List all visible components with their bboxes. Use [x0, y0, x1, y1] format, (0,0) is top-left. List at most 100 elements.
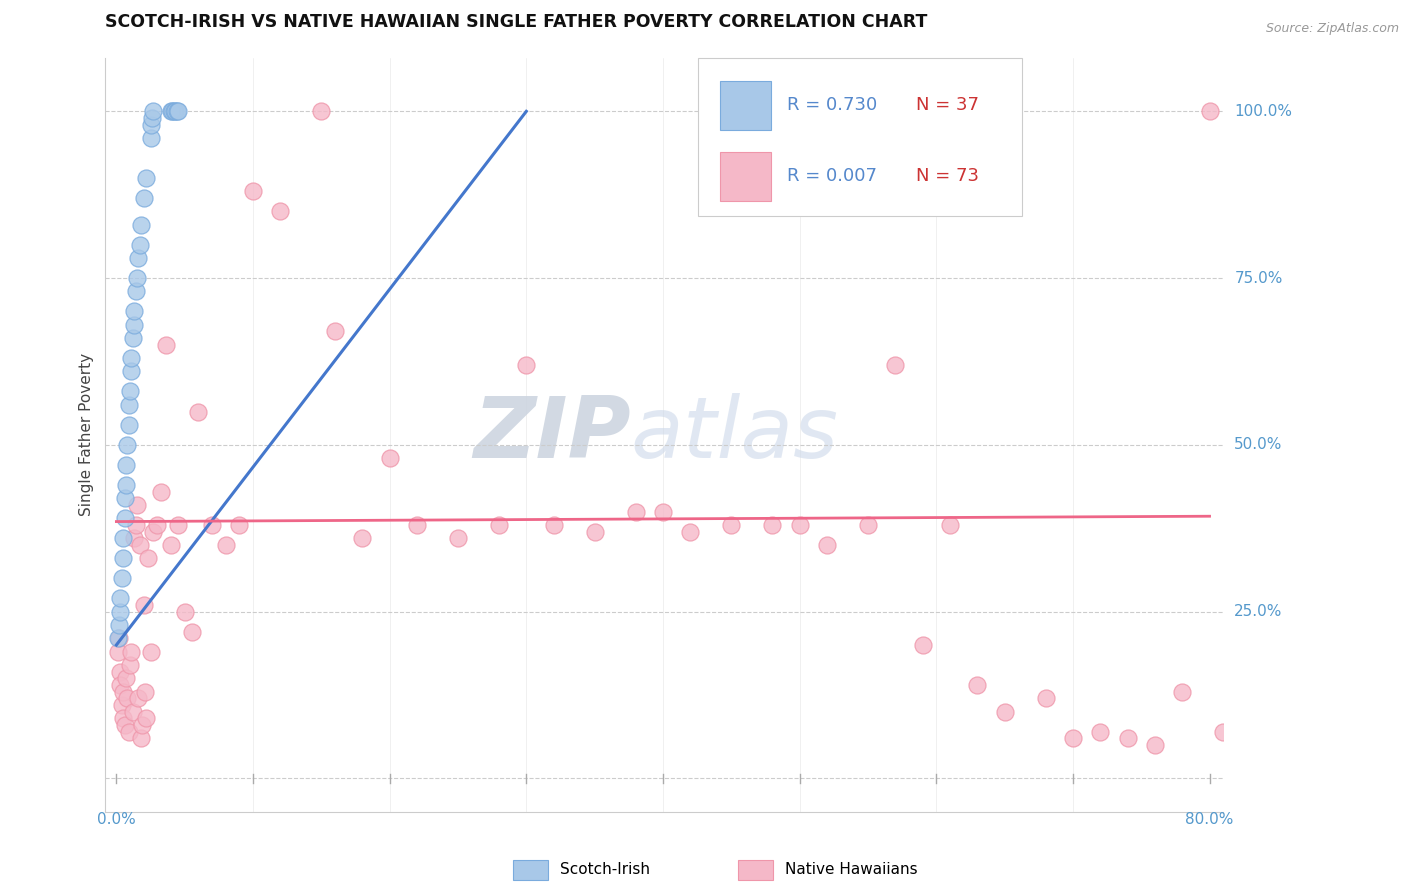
Point — [136, 551, 159, 566]
FancyBboxPatch shape — [697, 58, 1022, 216]
Point — [129, 731, 152, 746]
Point — [215, 538, 238, 552]
Point — [128, 538, 150, 552]
Point — [1171, 684, 1194, 698]
Point — [146, 517, 169, 532]
Point — [115, 478, 138, 492]
Point — [162, 104, 184, 119]
Point — [1143, 738, 1166, 752]
Point — [107, 645, 129, 659]
Point — [111, 571, 134, 585]
Point — [110, 665, 132, 679]
Point — [115, 671, 138, 685]
Point — [323, 325, 346, 339]
Text: R = 0.007: R = 0.007 — [787, 168, 877, 186]
Point — [118, 417, 141, 432]
Point — [165, 104, 187, 119]
Point — [187, 404, 209, 418]
Point — [121, 331, 143, 345]
Point — [118, 398, 141, 412]
Point — [118, 724, 141, 739]
Point — [117, 691, 139, 706]
Point — [242, 185, 264, 199]
Point — [117, 438, 139, 452]
Point — [108, 632, 131, 646]
Point — [1035, 691, 1057, 706]
Point — [125, 271, 148, 285]
Text: 50.0%: 50.0% — [1234, 437, 1282, 452]
Point — [679, 524, 702, 539]
Point — [1239, 718, 1261, 732]
FancyBboxPatch shape — [720, 80, 770, 129]
Text: N = 73: N = 73 — [915, 168, 979, 186]
Point — [789, 517, 811, 532]
Point — [378, 451, 401, 466]
Point — [110, 591, 132, 606]
Point — [1212, 724, 1234, 739]
Point — [761, 517, 783, 532]
Point — [180, 624, 202, 639]
Point — [135, 711, 157, 725]
Point — [1090, 724, 1112, 739]
Point — [139, 645, 162, 659]
Text: SCOTCH-IRISH VS NATIVE HAWAIIAN SINGLE FATHER POVERTY CORRELATION CHART: SCOTCH-IRISH VS NATIVE HAWAIIAN SINGLE F… — [105, 13, 928, 31]
Point — [720, 517, 742, 532]
Point — [543, 517, 565, 532]
Point — [111, 698, 134, 712]
Text: 0.0%: 0.0% — [97, 812, 136, 827]
Point — [652, 504, 675, 518]
Point — [112, 531, 135, 545]
Point — [122, 318, 145, 332]
Point — [155, 338, 177, 352]
Point — [142, 104, 165, 119]
Point — [352, 531, 374, 545]
Point — [118, 384, 141, 399]
Point — [132, 191, 155, 205]
Point — [114, 491, 136, 506]
Point — [135, 171, 157, 186]
Point — [114, 511, 136, 525]
Point — [121, 705, 143, 719]
Point — [167, 517, 190, 532]
Point — [118, 657, 141, 672]
Point — [167, 104, 190, 119]
Point — [515, 358, 537, 372]
Point — [160, 538, 183, 552]
Point — [112, 711, 135, 725]
Point — [150, 484, 173, 499]
Text: ZIP: ZIP — [474, 393, 631, 476]
Point — [127, 251, 149, 265]
Text: 80.0%: 80.0% — [1185, 812, 1233, 827]
Point — [122, 531, 145, 545]
Point — [115, 458, 138, 472]
Point — [228, 517, 250, 532]
Text: Scotch-Irish: Scotch-Irish — [560, 863, 650, 877]
Point — [108, 618, 131, 632]
Point — [107, 632, 129, 646]
Point — [120, 645, 142, 659]
Y-axis label: Single Father Poverty: Single Father Poverty — [79, 353, 94, 516]
Text: atlas: atlas — [631, 393, 839, 476]
Point — [122, 304, 145, 318]
Point — [166, 104, 188, 119]
FancyBboxPatch shape — [720, 153, 770, 202]
Point — [110, 605, 132, 619]
Point — [269, 204, 291, 219]
Point — [1116, 731, 1139, 746]
Point — [884, 358, 907, 372]
Point — [488, 517, 510, 532]
Point — [993, 705, 1015, 719]
Point — [112, 684, 135, 698]
Point — [110, 678, 132, 692]
Point — [1062, 731, 1084, 746]
Point — [311, 104, 333, 119]
Point — [124, 517, 146, 532]
Point — [139, 118, 162, 132]
Point — [134, 684, 156, 698]
Point — [132, 598, 155, 612]
Point — [125, 498, 148, 512]
Point — [163, 104, 186, 119]
Point — [624, 504, 647, 518]
Point — [142, 524, 165, 539]
Point — [128, 237, 150, 252]
